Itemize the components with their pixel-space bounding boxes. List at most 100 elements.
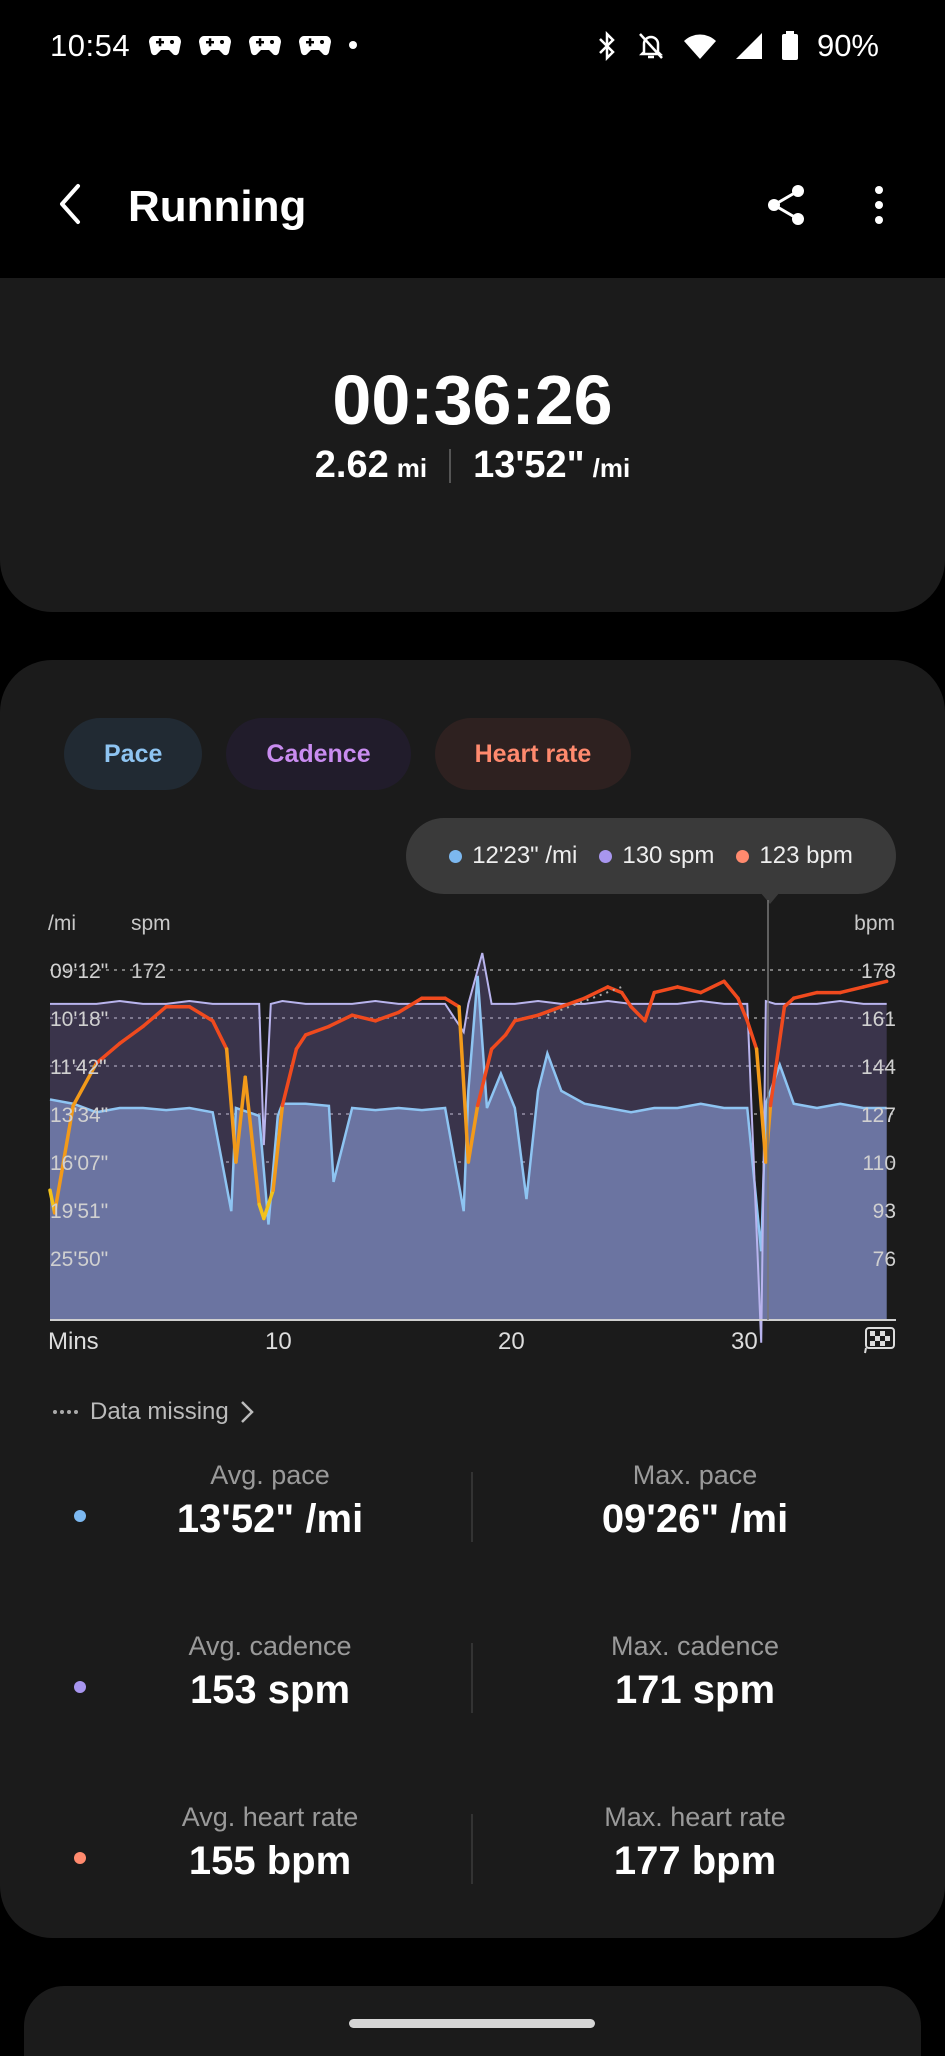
heart-rate-segment <box>768 1004 787 1108</box>
heart-rate-segment <box>457 1004 471 1164</box>
pace-tick-label: 25'50" <box>50 1248 108 1271</box>
distance-unit: mi <box>396 453 428 483</box>
tooltip-heart-rate-value: 123 bpm <box>759 842 853 869</box>
heart-rate-segment <box>652 985 680 995</box>
workout-chart[interactable]: 09'12" 10'18" 11'42" 13'34" 16'07" 19'51" 25'5… <box>0 900 945 1360</box>
heart-rate-tick-label: 110 <box>863 1152 896 1175</box>
heart-rate-tick-label: 144 <box>861 1056 896 1079</box>
game-controller-icon <box>149 36 181 56</box>
heart-rate-dot <box>736 849 750 863</box>
avg-pace-stat: Avg. pace 13'52" /mi <box>80 1460 460 1542</box>
max-heart-rate-stat: Max. heart rate 177 bpm <box>505 1802 885 1884</box>
pace-unit-label: /mi <box>48 912 76 935</box>
cadence-chip[interactable]: Cadence <box>226 718 411 790</box>
cadence-dot <box>599 849 613 863</box>
heart-rate-segment <box>94 1041 122 1065</box>
heart-rate-segment <box>117 1024 145 1046</box>
back-arrow-icon[interactable] <box>50 180 94 228</box>
heart-rate-chip[interactable]: Heart rate <box>434 718 632 790</box>
heart-rate-segment <box>736 996 750 1023</box>
heart-rate-segment <box>782 996 796 1009</box>
cadence-top-tick: 172 <box>131 960 167 983</box>
avg-cadence-stat: Avg. cadence 153 spm <box>80 1631 460 1713</box>
heart-rate-segment <box>294 1033 308 1051</box>
status-time: 10:54 <box>50 28 131 63</box>
heart-rate-segment <box>861 979 889 989</box>
workout-duration: 00:36:26 <box>332 361 613 439</box>
heart-rate-segment <box>606 985 624 995</box>
share-icon[interactable] <box>763 182 809 228</box>
status-bar: 10:54 90% <box>0 0 945 100</box>
max-pace-stat: Max. pace 09'26" /mi <box>505 1460 885 1542</box>
tooltip-cadence: 130 spm <box>599 842 714 870</box>
pace-legend-dot <box>74 1510 86 1522</box>
pace-metric: 13'52"/mi <box>473 444 630 487</box>
app-bar: Running <box>0 160 945 255</box>
chart-card: Pace Cadence Heart rate 12'23" /mi 130 s… <box>0 660 945 1938</box>
chart-tooltip: 12'23" /mi 130 spm 123 bpm <box>406 818 896 894</box>
x-tick-label: 20 <box>498 1328 525 1355</box>
pace-series-line <box>49 975 887 1252</box>
heart-rate-segment <box>466 1103 480 1164</box>
pace-tick-label: 19'51" <box>50 1200 108 1223</box>
stat-value: 177 bpm <box>613 1839 777 1883</box>
data-missing-label: Data missing <box>90 1398 229 1425</box>
game-controller-icon <box>249 36 281 56</box>
pace-chip[interactable]: Pace <box>64 718 203 790</box>
heart-rate-segment <box>373 1010 401 1023</box>
heart-rate-segment <box>303 1024 331 1037</box>
heart-rate-segment <box>243 1075 261 1207</box>
home-indicator[interactable] <box>349 2019 595 2028</box>
heart-rate-segment <box>489 1033 508 1051</box>
stat-divider <box>471 1472 473 1542</box>
cadence-legend-dot <box>74 1681 86 1693</box>
dotted-line-icon <box>53 1410 78 1414</box>
metric-divider <box>449 448 452 483</box>
max-cadence-stat: Max. cadence 171 spm <box>505 1631 885 1713</box>
pace-tick-label: 10'18" <box>50 1008 108 1031</box>
heart-rate-segment <box>443 996 461 1009</box>
heart-rate-segment <box>280 1047 299 1108</box>
stat-value: 09'26" /mi <box>601 1497 789 1541</box>
heart-rate-segment <box>71 1061 99 1108</box>
bluetooth-icon <box>599 31 615 61</box>
pace-value: 13'52" <box>473 444 585 486</box>
tooltip-pointer <box>760 892 780 904</box>
cadence-series-line <box>50 952 887 1343</box>
bpm-unit-label: bpm <box>854 912 895 935</box>
notification-icons <box>148 32 358 58</box>
heart-rate-segment <box>582 985 610 1000</box>
avg-heart-rate-stat: Avg. heart rate 155 bpm <box>80 1802 460 1884</box>
pace-tick-label: 09'12" <box>50 960 108 983</box>
pace-tick-label: 11'42" <box>50 1056 107 1079</box>
metric-chips: Pace Cadence Heart rate <box>64 718 632 790</box>
workout-summary-card: 00:36:26 2.62 mi 13'52"/mi <box>0 278 945 612</box>
signal-icon <box>735 33 762 59</box>
battery-icon <box>781 31 798 60</box>
stat-label: Max. heart rate <box>604 1802 786 1832</box>
stat-label: Avg. pace <box>210 1460 330 1490</box>
wifi-icon <box>683 34 716 59</box>
heart-rate-segment <box>559 996 587 1009</box>
heart-rate-segment <box>141 1004 168 1029</box>
data-missing-link[interactable]: Data missing <box>52 1398 255 1426</box>
more-options-icon[interactable] <box>867 182 891 228</box>
tooltip-pace: 12'23" /mi <box>449 842 577 870</box>
heart-rate-segment <box>791 990 819 1000</box>
tooltip-cadence-value: 130 spm <box>622 842 715 869</box>
tooltip-heart-rate: 123 bpm <box>736 842 853 870</box>
summary-metrics: 2.62 mi 13'52"/mi <box>0 444 945 487</box>
mute-icon <box>638 33 663 59</box>
pace-tick-label: 13'34" <box>50 1104 108 1127</box>
heart-rate-segment <box>52 1103 75 1215</box>
heart-rate-stats-row: Avg. heart rate 155 bpm Max. heart rate … <box>0 1802 945 1952</box>
heart-rate-tick-label: 127 <box>861 1104 896 1127</box>
heart-rate-segment <box>754 1047 768 1164</box>
heart-rate-segment <box>210 1019 229 1051</box>
x-tick-label: 30 <box>731 1328 758 1355</box>
heart-rate-tick-label: 161 <box>861 1008 896 1031</box>
heart-rate-segment <box>396 996 424 1015</box>
heart-rate-segment <box>350 1013 378 1023</box>
heart-rate-segment <box>187 1004 215 1023</box>
heart-rate-segment <box>722 979 740 1000</box>
